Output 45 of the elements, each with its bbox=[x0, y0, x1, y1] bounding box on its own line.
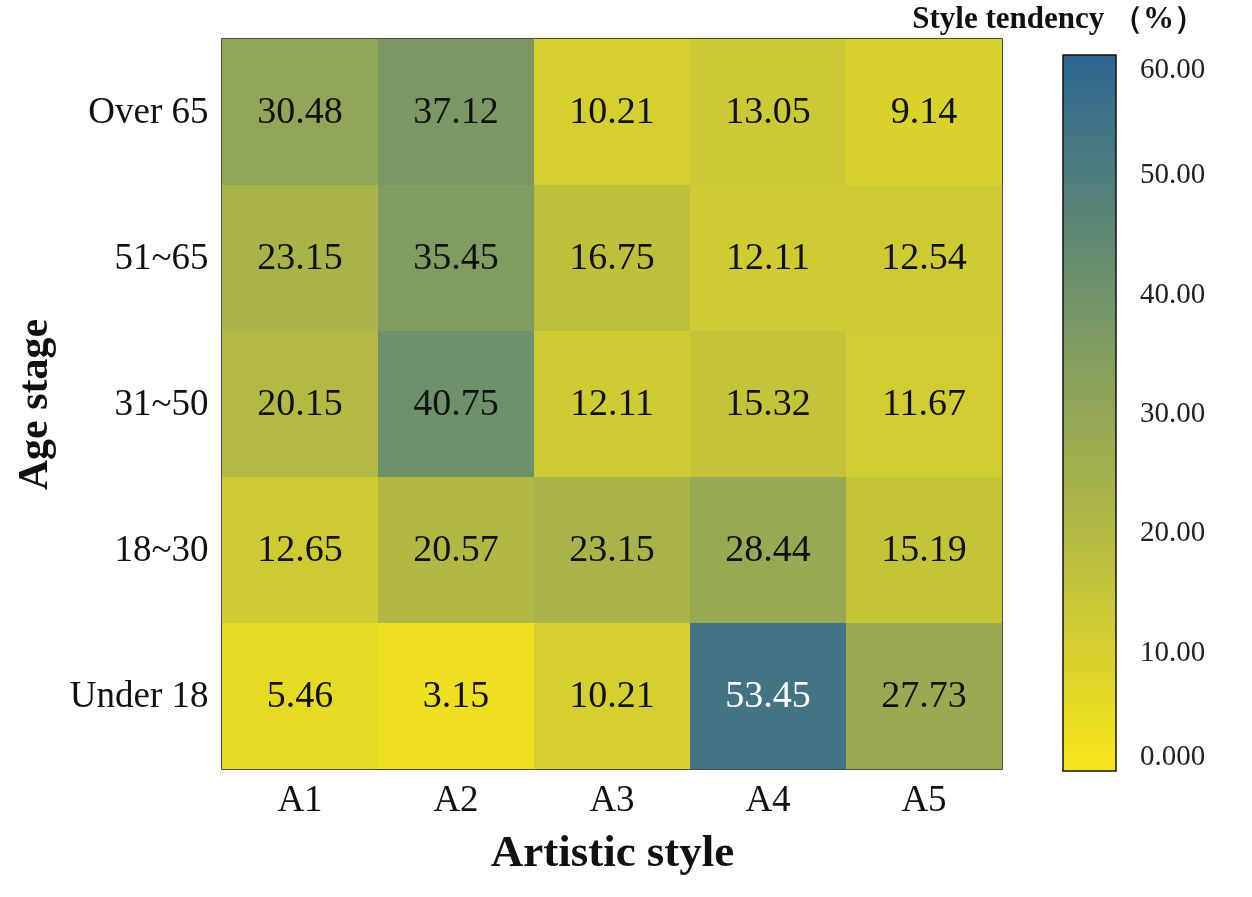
data-label: 3.15 bbox=[422, 673, 490, 715]
data-label: 20.15 bbox=[257, 381, 343, 423]
data-label: 9.14 bbox=[890, 89, 958, 131]
data-label: 12.11 bbox=[725, 235, 811, 277]
y-axis-title: Age stage bbox=[9, 318, 56, 491]
data-label: 5.46 bbox=[266, 673, 334, 715]
data-label: 15.19 bbox=[881, 527, 967, 569]
color-bar-title: Style tendency （%） bbox=[912, 0, 1205, 35]
x-axis-title: Artistic style bbox=[490, 825, 735, 876]
data-label: 13.05 bbox=[725, 89, 811, 131]
data-label: 10.21 bbox=[569, 673, 655, 715]
data-label: 28.44 bbox=[725, 527, 811, 569]
x-tick-label: A1 bbox=[277, 777, 323, 819]
data-label: 35.45 bbox=[413, 235, 499, 277]
data-label: 12.54 bbox=[881, 235, 967, 277]
data-label: 30.48 bbox=[257, 89, 343, 131]
y-tick-label: 31~50 bbox=[114, 382, 209, 423]
y-tick-label: Under 18 bbox=[69, 674, 209, 715]
data-label: 12.11 bbox=[569, 381, 655, 423]
color-bar-label: 0.000 bbox=[1140, 739, 1206, 771]
color-bar-label: 10.00 bbox=[1140, 634, 1206, 667]
x-tick-label: A5 bbox=[901, 777, 947, 819]
data-label: 27.73 bbox=[881, 673, 967, 715]
data-label: 15.32 bbox=[725, 381, 811, 423]
data-label: 16.75 bbox=[569, 235, 655, 277]
data-label: 20.57 bbox=[413, 527, 499, 569]
y-tick-label: Over 65 bbox=[88, 90, 209, 131]
color-bar-label: 20.00 bbox=[1140, 515, 1206, 548]
data-label: 23.15 bbox=[257, 235, 343, 277]
x-tick-label: A4 bbox=[745, 777, 791, 819]
color-bar-label: 30.00 bbox=[1140, 396, 1206, 428]
x-tick-label: A2 bbox=[433, 777, 479, 819]
data-label: 23.15 bbox=[569, 527, 655, 569]
y-tick-label: 18~30 bbox=[114, 528, 209, 569]
data-label: 10.21 bbox=[569, 89, 655, 131]
data-label: 40.75 bbox=[413, 381, 499, 423]
data-label: 11.67 bbox=[881, 381, 967, 423]
x-tick-label: A3 bbox=[589, 777, 635, 819]
color-bar-label: 50.00 bbox=[1140, 157, 1206, 190]
y-tick-label: 51~65 bbox=[114, 236, 209, 277]
data-label: 37.12 bbox=[413, 89, 499, 131]
color-bar-label: 40.00 bbox=[1140, 276, 1206, 309]
data-label: 53.45 bbox=[725, 673, 811, 715]
color-bar-label: 60.00 bbox=[1140, 52, 1206, 84]
data-label: 12.65 bbox=[257, 527, 343, 569]
